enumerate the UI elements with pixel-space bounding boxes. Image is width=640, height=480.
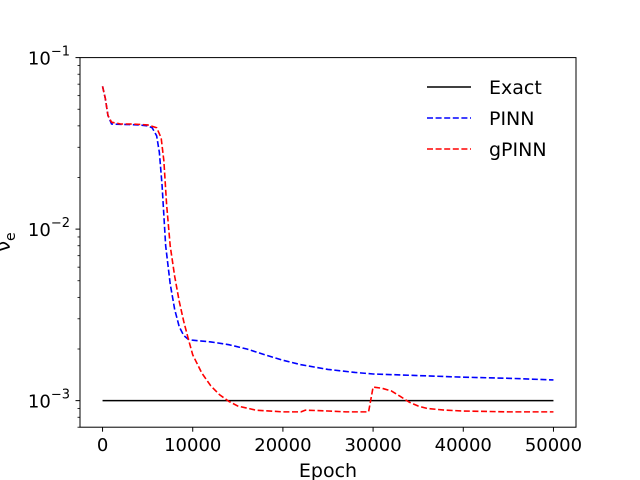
legend-label-pinn: PINN	[489, 108, 535, 130]
x-tick-label: 0	[97, 435, 108, 456]
y-tick-label-exponent: −1	[51, 45, 70, 60]
legend-label-exact: Exact	[489, 77, 542, 99]
x-tick-label: 30000	[344, 435, 401, 456]
y-axis-label-sub: e	[3, 232, 19, 241]
legend-label-gpinn: gPINN	[489, 139, 547, 161]
x-tick-label: 10000	[164, 435, 221, 456]
series-layer	[101, 86, 554, 413]
axes-frame	[79, 57, 577, 428]
y-tick-label-exponent: −2	[51, 216, 70, 231]
series-line-gpinn	[101, 86, 554, 413]
y-tick-label-base: 10	[28, 392, 51, 413]
y-tick-label-base: 10	[28, 49, 51, 70]
y-tick-label-base: 10	[28, 220, 51, 241]
plot-area	[80, 57, 576, 428]
y-axis-label: νe	[0, 232, 19, 251]
x-axis-label: Epoch	[299, 460, 357, 480]
x-tick-label: 20000	[254, 435, 311, 456]
y-axis-label-base: ν	[0, 241, 15, 252]
y-tick-label-exponent: −3	[51, 388, 70, 403]
legend: Exact PINN gPINN	[427, 77, 547, 161]
y-axis-ticks: 10−310−210−1	[28, 45, 80, 428]
x-tick-label: 50000	[525, 435, 582, 456]
series-line-pinn	[101, 86, 554, 381]
y-tick-label: 10−2	[28, 216, 70, 241]
x-axis-ticks: 0 10000 20000 30000 40000 50000	[97, 427, 582, 456]
y-tick-label: 10−3	[28, 388, 70, 413]
x-tick-label: 40000	[435, 435, 492, 456]
y-tick-label: 10−1	[28, 45, 70, 70]
